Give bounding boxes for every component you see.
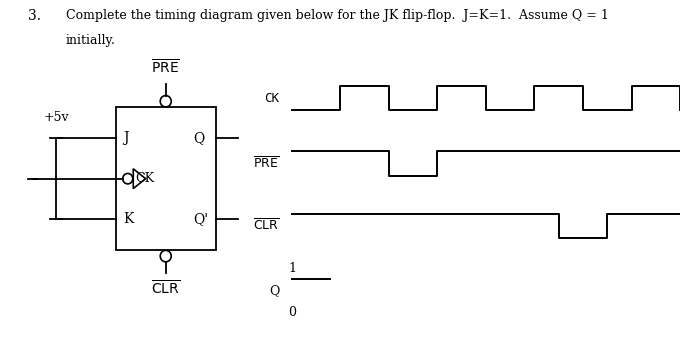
Text: K: K — [124, 212, 134, 226]
Text: initially.: initially. — [66, 34, 116, 47]
Text: 0: 0 — [288, 306, 296, 319]
Text: Complete the timing diagram given below for the JK flip-flop.  J=K=1.  Assume Q : Complete the timing diagram given below … — [66, 9, 609, 22]
Text: Q: Q — [193, 131, 205, 145]
Text: $\overline{\rm CLR}$: $\overline{\rm CLR}$ — [151, 279, 180, 297]
Text: +5v: +5v — [43, 111, 69, 124]
Text: 1: 1 — [288, 262, 296, 275]
Text: $\overline{\rm PRE}$: $\overline{\rm PRE}$ — [253, 156, 279, 171]
Text: 3.: 3. — [28, 9, 41, 23]
Text: Q': Q' — [193, 212, 208, 226]
Text: Q: Q — [269, 285, 279, 298]
Text: CK: CK — [264, 92, 279, 105]
Text: $\overline{\rm PRE}$: $\overline{\rm PRE}$ — [151, 59, 180, 77]
Bar — [116, 107, 216, 251]
Text: $\overline{\rm CLR}$: $\overline{\rm CLR}$ — [253, 218, 279, 233]
Text: CK: CK — [136, 172, 155, 185]
Text: J: J — [124, 131, 129, 145]
